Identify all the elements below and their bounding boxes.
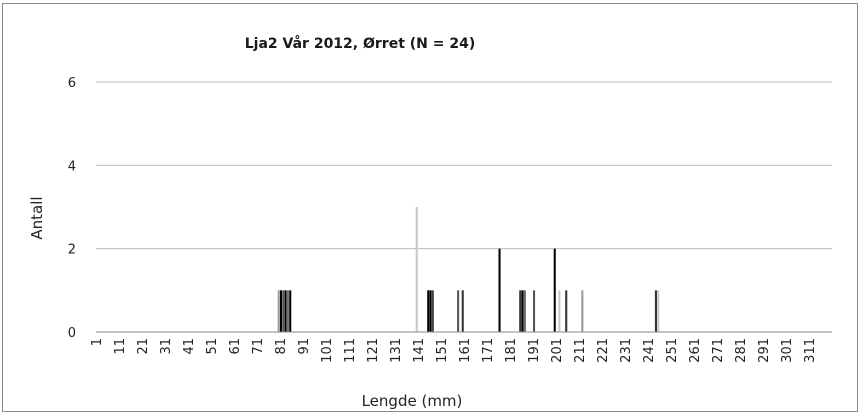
bar: [277, 290, 280, 332]
y-tick-label: 0: [68, 326, 76, 341]
x-tick-label: 281: [734, 338, 749, 363]
x-tick-label: 291: [757, 338, 772, 363]
bars: [277, 207, 660, 332]
bar: [521, 290, 524, 332]
x-tick-label: 231: [619, 338, 634, 363]
bar: [427, 290, 430, 332]
x-tick-label: 251: [665, 338, 680, 363]
x-tick-label: 161: [458, 338, 473, 363]
x-tick-label: 61: [228, 338, 243, 355]
bar: [558, 290, 561, 332]
bar: [519, 290, 522, 332]
bar: [280, 290, 283, 332]
x-tick-label: 51: [205, 338, 220, 355]
x-tick-label: 31: [159, 338, 174, 355]
x-tick-label: 151: [435, 338, 450, 363]
x-tick-label: 11: [113, 338, 128, 355]
x-tick-label: 311: [803, 338, 818, 363]
x-tick-label: 261: [688, 338, 703, 363]
bar: [654, 290, 657, 332]
bar: [282, 290, 285, 332]
y-axis-label: Antall: [28, 196, 46, 239]
chart-frame: [2, 3, 858, 412]
bar: [457, 290, 460, 332]
x-tick-label: 301: [780, 338, 795, 363]
x-tick-label: 41: [182, 338, 197, 355]
bar: [657, 290, 660, 332]
y-tick-label: 4: [68, 159, 76, 174]
y-tick-label: 2: [68, 243, 76, 258]
x-tick-label: 21: [136, 338, 151, 355]
bar: [581, 290, 584, 332]
bar: [565, 290, 568, 332]
bar: [284, 290, 287, 332]
bar: [289, 290, 292, 332]
gridlines: [96, 81, 832, 250]
bar: [523, 290, 526, 332]
x-tick-label: 91: [297, 338, 312, 355]
bar: [431, 290, 434, 332]
x-tick-label: 271: [711, 338, 726, 363]
y-tick-label: 6: [68, 76, 76, 91]
x-tick-label: 71: [251, 338, 266, 355]
x-tick-label: 221: [596, 338, 611, 363]
x-tick-label: 121: [366, 338, 381, 363]
x-tick-label: 1: [90, 338, 105, 346]
x-tick-label: 191: [527, 338, 542, 363]
chart-title: Lja2 Vår 2012, Ørret (N = 24): [245, 35, 475, 52]
x-tick-label: 241: [642, 338, 657, 363]
bar: [553, 248, 556, 332]
x-tick-label: 141: [412, 338, 427, 363]
x-tick-labels: 1 11 21 31 41 51 61 71 81 91 101 111 121 131 141 151 161…: [90, 338, 818, 363]
x-tick-label: 131: [389, 338, 404, 363]
y-tick-labels: 0 2 4 6: [68, 76, 76, 341]
bar: [286, 290, 289, 332]
x-axis-label: Lengde (mm): [362, 392, 463, 410]
bar: [415, 207, 418, 332]
x-tick-label: 171: [481, 338, 496, 363]
bar: [461, 290, 464, 332]
x-tick-label: 211: [573, 338, 588, 363]
x-tick-label: 111: [343, 338, 358, 363]
x-tick-label: 181: [504, 338, 519, 363]
bar: [498, 248, 501, 332]
x-tick-label: 81: [274, 338, 289, 355]
bar: [429, 290, 432, 332]
bar: [533, 290, 536, 332]
x-tick-label: 201: [550, 338, 565, 363]
x-tick-label: 101: [320, 338, 335, 363]
